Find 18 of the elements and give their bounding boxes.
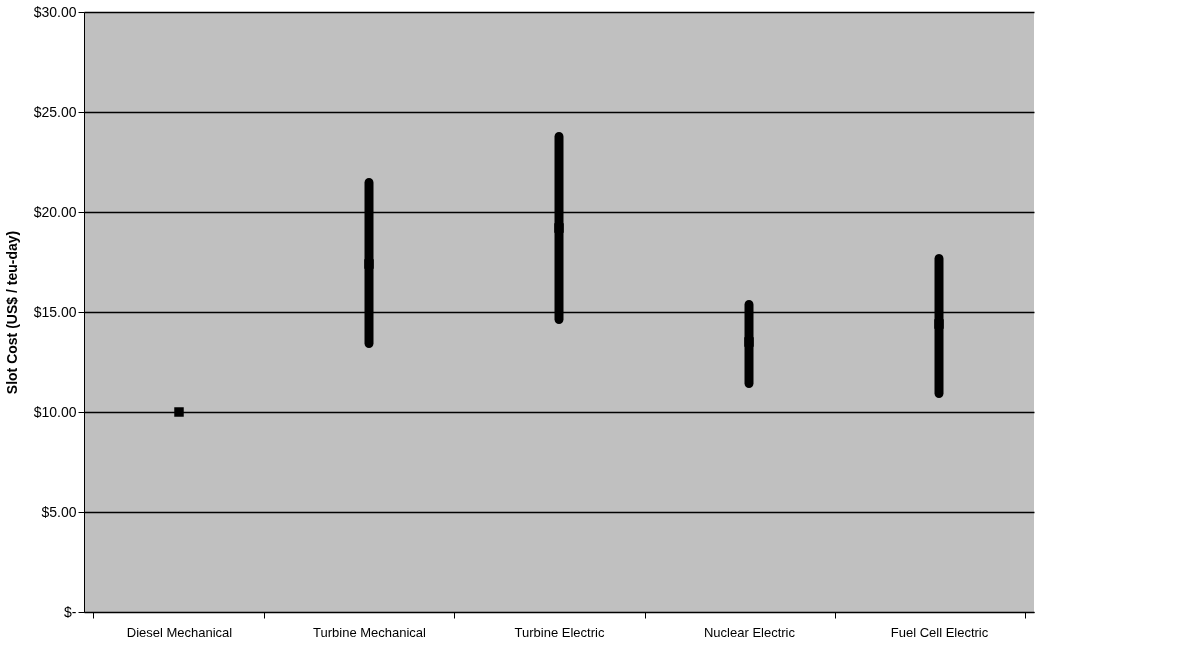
x-tick-label: Diesel Mechanical <box>126 624 233 640</box>
y-tick-label: $15.00 <box>33 303 77 320</box>
x-tick-label: Turbine Electric <box>514 624 605 640</box>
x-tick-label: Turbine Mechanical <box>313 624 427 640</box>
point <box>174 407 184 417</box>
y-tick-label: $- <box>64 603 77 620</box>
x-tick-label: Fuel Cell Electric <box>890 624 989 640</box>
y-tick-label: $5.00 <box>41 503 77 520</box>
y-tick-label: $30.00 <box>33 3 77 20</box>
y-tick-label: $25.00 <box>33 103 77 120</box>
x-tick-label: Nuclear Electric <box>703 624 796 640</box>
point <box>744 337 754 347</box>
y-tick-label: $10.00 <box>33 403 77 420</box>
point <box>364 259 374 269</box>
point <box>934 319 944 329</box>
y-axis-title: Slot Cost (US$ / teu-day) <box>3 230 20 395</box>
y-tick-label: $20.00 <box>33 203 77 220</box>
point <box>554 223 564 233</box>
